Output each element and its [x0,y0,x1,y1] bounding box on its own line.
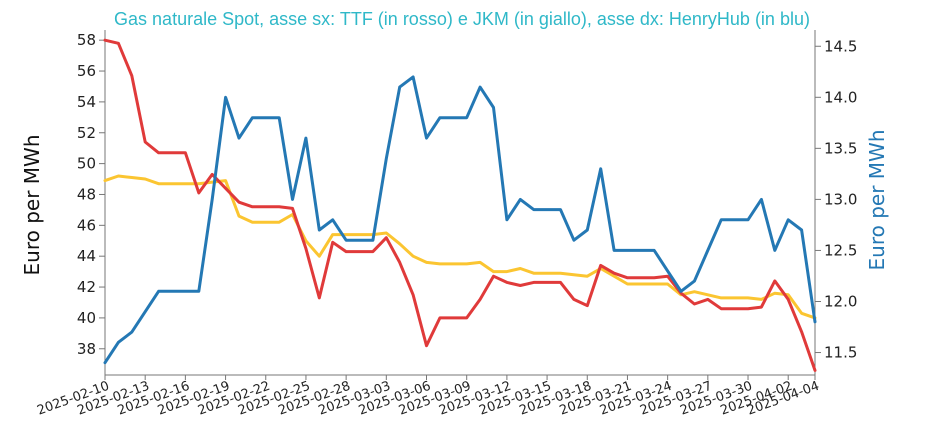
y-tick-left-label: 58 [77,31,96,49]
y-tick-left-label: 48 [77,185,96,203]
y-tick-right-label: 11.5 [824,344,857,362]
y-tick-right-label: 13.0 [824,190,857,208]
y-tick-left-label: 46 [77,216,96,234]
series-line-jkm [103,174,817,320]
y-tick-left-label: 44 [77,247,96,265]
y-tick-left-label: 38 [77,340,96,358]
y-tick-left-label: 56 [77,62,96,80]
plot-area [103,38,817,372]
y-axis-left-label: Euro per MWh [20,135,44,276]
y-tick-right-label: 14.5 [824,37,857,55]
y-tick-left-label: 40 [77,309,96,327]
y-tick-right-label: 13.5 [824,139,857,157]
y-tick-left-label: 50 [77,155,96,173]
x-axis: 2025-02-102025-02-132025-02-162025-02-19… [35,375,821,419]
y-axis-right: 11.5 12.0 12.5 13.0 13.5 14.0 14.5 [815,37,857,362]
y-tick-left-label: 52 [77,124,96,142]
series-line-henryhub [103,75,817,365]
y-axis-left: 38 40 42 44 46 48 50 52 54 56 58 [77,31,105,358]
y-tick-right-label: 14.0 [824,88,857,106]
y-axis-right-label: Euro per MWh [865,130,889,271]
y-tick-right-label: 12.0 [824,292,857,310]
series-line-ttf [103,38,817,372]
y-tick-right-label: 12.5 [824,241,857,259]
chart-title: Gas naturale Spot, asse sx: TTF (in ross… [114,9,810,29]
y-tick-left-label: 54 [77,93,96,111]
y-tick-left-label: 42 [77,278,96,296]
